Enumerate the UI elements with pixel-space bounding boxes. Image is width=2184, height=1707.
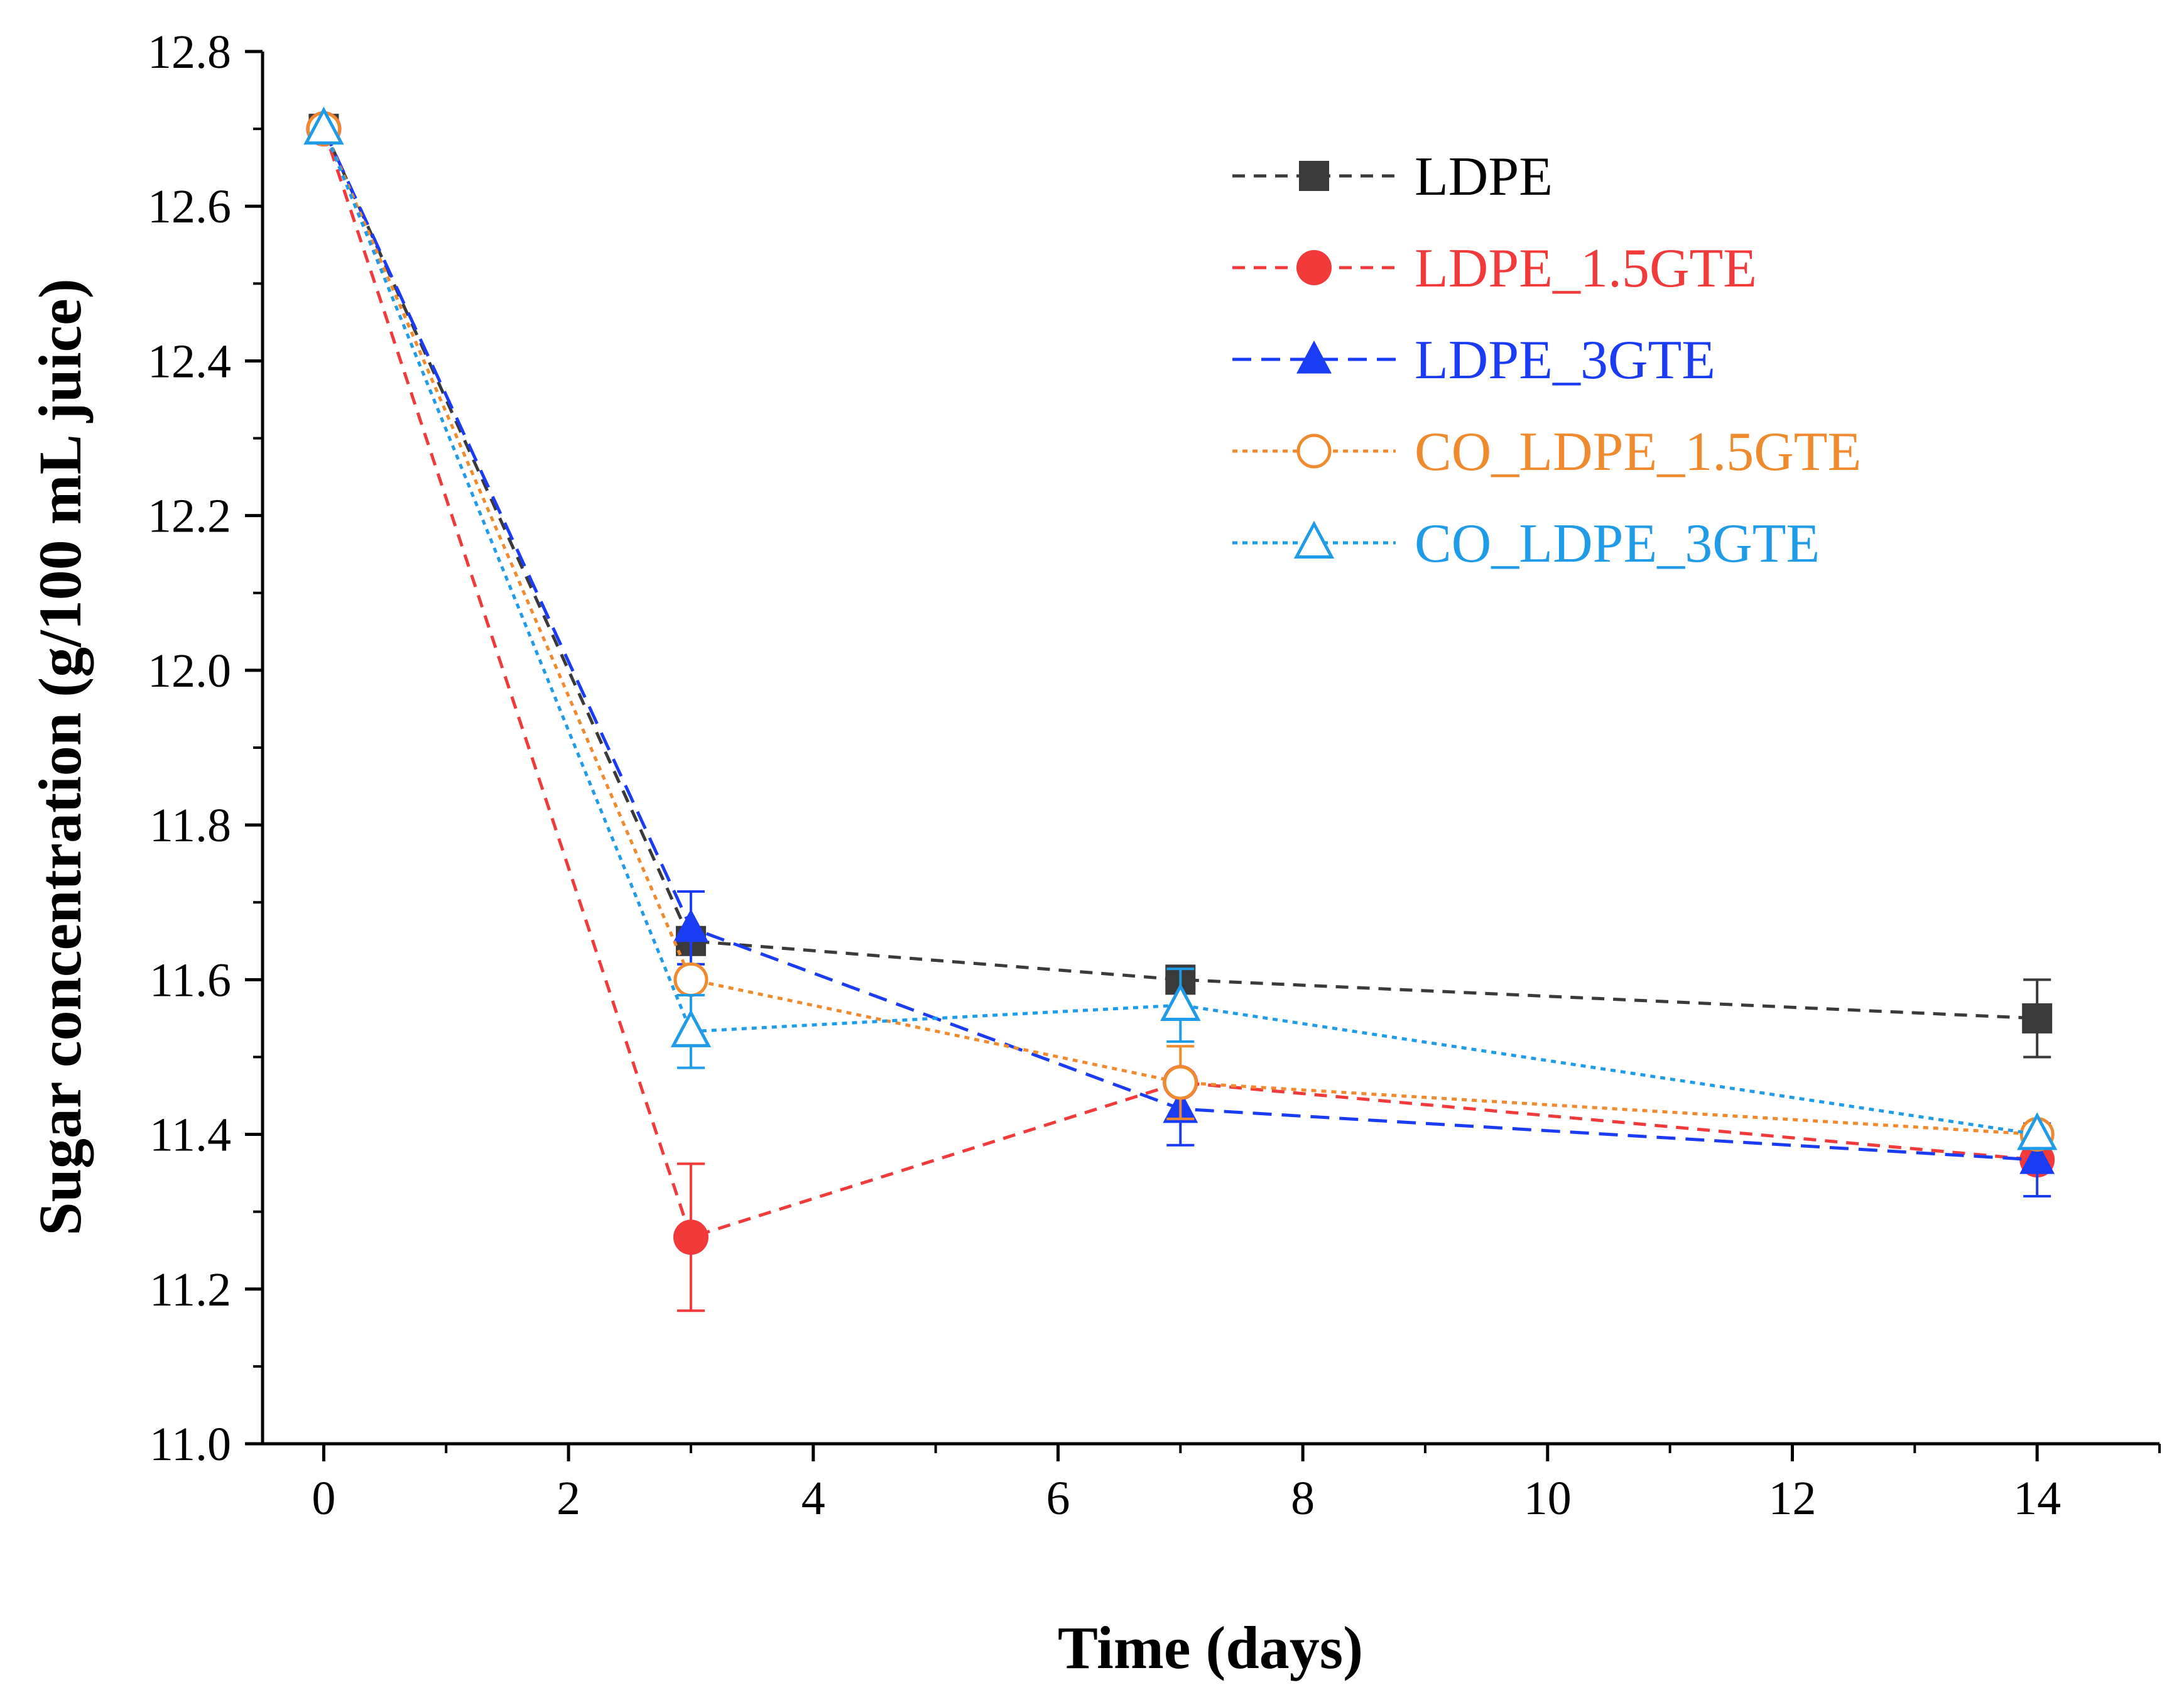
y-axis-title: Sugar concentration (g/100 mL juice)	[26, 278, 94, 1235]
legend-item: CO_LDPE_3GTE	[1232, 513, 1820, 574]
data-point	[2022, 1003, 2053, 1033]
x-axis-title: Time (days)	[1058, 1614, 1363, 1681]
y-tick-label: 11.6	[149, 954, 231, 1006]
x-tick-label: 6	[1046, 1472, 1070, 1525]
data-point	[670, 1009, 712, 1047]
axes: 0 2 4 6 8 10 12 14 11.0 11.2 11.4 11.6 11.8 12.0 12.2 1…	[148, 26, 2161, 1525]
data-point	[2016, 1112, 2058, 1150]
x-tick-label: 4	[801, 1472, 825, 1525]
y-tick-label: 11.8	[149, 799, 231, 852]
series-line	[322, 128, 2038, 1020]
legend-label: LDPE_1.5GTE	[1415, 238, 1757, 299]
x-tick-label: 12	[1768, 1472, 1816, 1525]
legend-label: CO_LDPE_1.5GTE	[1415, 422, 1861, 483]
legend-label: CO_LDPE_3GTE	[1415, 513, 1820, 574]
x-tick-label: 8	[1291, 1472, 1315, 1525]
legend-marker	[1296, 434, 1332, 469]
data-point	[673, 1219, 709, 1255]
data-point	[673, 908, 709, 942]
y-tick-label: 12.2	[148, 490, 231, 543]
series-layer	[303, 106, 2058, 1312]
series-line	[322, 128, 2038, 1137]
x-tick-label: 14	[2013, 1472, 2061, 1525]
legend-marker	[1296, 250, 1332, 285]
series-line	[322, 128, 2038, 1240]
data-point	[2019, 1141, 2055, 1174]
legend-marker	[1296, 341, 1332, 374]
legend-item: LDPE	[1232, 146, 1553, 207]
data-point	[1160, 983, 1201, 1021]
y-tick-label: 12.4	[148, 335, 231, 388]
legend-marker	[1299, 161, 1329, 191]
legend-item: LDPE_1.5GTE	[1232, 238, 1757, 299]
data-point	[673, 962, 709, 997]
y-tick-label: 12.6	[148, 180, 231, 233]
y-tick-label: 11.2	[149, 1263, 231, 1316]
series-co-ldpe-3gte	[303, 106, 2058, 1150]
data-point	[303, 106, 344, 145]
y-tick-label: 11.0	[149, 1418, 231, 1471]
y-tick-label: 12.8	[148, 26, 231, 79]
x-tick-label: 0	[312, 1472, 335, 1525]
data-point	[1163, 1065, 1198, 1100]
x-tick-label: 2	[557, 1472, 580, 1525]
legend-marker	[1293, 520, 1335, 559]
legend-label: LDPE	[1415, 146, 1553, 207]
legend-item: CO_LDPE_1.5GTE	[1232, 422, 1861, 483]
legend: LDPE LDPE_1.5GTE LDPE_3GTE CO_LDPE_1.5GTE CO…	[1232, 146, 1861, 574]
series-line	[322, 128, 2038, 1137]
legend-item: LDPE_3GTE	[1232, 330, 1715, 391]
legend-label: LDPE_3GTE	[1415, 330, 1715, 391]
series-ldpe	[308, 114, 2053, 1059]
x-tick-label: 10	[1524, 1472, 1572, 1525]
y-tick-label: 12.0	[148, 645, 231, 697]
y-tick-label: 11.4	[149, 1109, 231, 1162]
